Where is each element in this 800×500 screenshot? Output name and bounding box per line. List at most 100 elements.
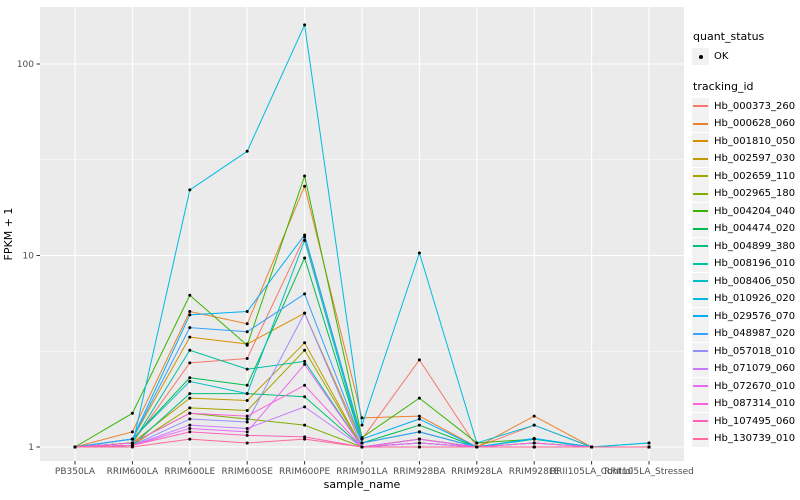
legend-item-Hb_002597_030: Hb_002597_030: [692, 150, 798, 168]
legend-item-label: Hb_004899_380: [714, 240, 796, 252]
data-point: [303, 405, 307, 409]
x-tick-label: RRIM928BA: [393, 467, 446, 477]
legend-item-label: Hb_008406_050: [714, 275, 796, 287]
x-tick-label: RRIM928LA: [451, 467, 503, 477]
data-point: [303, 174, 307, 178]
y-axis-title: FPKM + 1: [2, 208, 15, 261]
legend-item-Hb_072670_010: Hb_072670_010: [692, 377, 798, 396]
data-point: [188, 406, 192, 410]
data-point: [188, 392, 192, 396]
data-point: [245, 356, 249, 360]
legend-item-label: Hb_002965_180: [714, 188, 796, 200]
data-point: [188, 423, 192, 427]
data-point: [188, 310, 192, 313]
data-point: [188, 426, 192, 430]
legend-title-tracking-id: tracking_id: [693, 79, 754, 93]
data-point: [647, 441, 651, 445]
series-color-line-icon: [693, 192, 708, 195]
series-color-line-icon: [693, 385, 708, 388]
legend-item-label: Hb_010926_020: [714, 293, 796, 305]
legend-key-swatch: [692, 255, 709, 273]
legend-item-label: Hb_001810_050: [714, 135, 796, 147]
series-color-line-icon: [693, 280, 708, 283]
data-point: [303, 341, 307, 345]
data-point: [245, 417, 249, 421]
data-point: [303, 233, 307, 237]
legend-item-Hb_004204_040: Hb_004204_040: [692, 202, 798, 221]
data-point: [188, 379, 192, 383]
data-point: [303, 359, 307, 363]
legend-key-swatch: [692, 290, 709, 308]
series-color-line-icon: [693, 157, 708, 160]
point-marker-icon: [692, 48, 709, 66]
ok-point-glyph: [698, 54, 703, 59]
data-point: [188, 361, 192, 365]
legend-item-label: Hb_072670_010: [714, 380, 796, 392]
data-points: [73, 23, 651, 449]
data-point: [188, 293, 192, 297]
legend-key-swatch: [692, 185, 709, 203]
legend-item-label: Hb_008196_010: [714, 258, 796, 270]
data-point: [360, 441, 364, 445]
data-point: [532, 414, 536, 418]
x-tick-label: RRIM600PE: [279, 467, 331, 477]
data-point: [188, 348, 192, 352]
data-point: [303, 184, 307, 188]
data-point: [303, 256, 307, 260]
legend-item-label: Hb_029576_070: [714, 310, 796, 322]
legend-item-Hb_008196_010: Hb_008196_010: [692, 255, 798, 273]
legend-key-swatch: [692, 237, 709, 255]
data-point: [303, 238, 307, 242]
data-point: [245, 383, 249, 387]
data-point: [303, 395, 307, 399]
x-axis-title: sample_name: [324, 478, 401, 491]
data-point: [532, 445, 536, 449]
legend-title-quant-status: quant_status: [693, 30, 765, 43]
legend-item-label: Hb_048987_020: [714, 328, 796, 340]
data-point: [245, 343, 249, 347]
legend-item-ok: OK: [692, 48, 798, 66]
data-point: [245, 398, 249, 402]
data-point: [303, 383, 307, 387]
data-point: [590, 445, 594, 449]
legend-key-swatch: [692, 412, 709, 430]
data-point: [188, 376, 192, 380]
data-point: [532, 441, 536, 445]
series-color-line-icon: [693, 420, 708, 423]
series-color-line-icon: [693, 175, 708, 178]
data-point: [245, 310, 249, 313]
data-point: [303, 311, 307, 315]
series-color-line-icon: [693, 245, 708, 248]
data-point: [532, 423, 536, 427]
legend-key-swatch: [692, 360, 709, 378]
data-point: [417, 417, 421, 421]
legend-item-Hb_000628_060: Hb_000628_060: [692, 115, 798, 133]
data-point: [188, 313, 192, 317]
y-tick-label: 10: [23, 252, 35, 262]
data-point: [130, 445, 134, 449]
data-point: [245, 367, 249, 371]
legend-item-label: Hb_004474_020: [714, 223, 796, 235]
data-point: [475, 445, 479, 449]
legend-key-swatch: [692, 307, 709, 325]
legend-key-swatch: [692, 325, 709, 343]
data-point: [245, 433, 249, 437]
legend-item-label: Hb_057018_010: [714, 345, 796, 357]
data-point: [360, 423, 364, 427]
legend-key-swatch: [692, 115, 709, 133]
legend-item-Hb_004474_020: Hb_004474_020: [692, 220, 798, 238]
data-point: [303, 292, 307, 296]
data-point: [245, 149, 249, 153]
series-color-line-icon: [693, 402, 708, 405]
legend-item-label: Hb_107495_060: [714, 415, 796, 427]
data-point: [417, 441, 421, 445]
legend-item-Hb_057018_010: Hb_057018_010: [692, 342, 798, 361]
data-point: [417, 251, 421, 255]
data-point: [417, 445, 421, 449]
legend-item-Hb_008406_050: Hb_008406_050: [692, 272, 798, 291]
series-color-line-icon: [693, 122, 708, 125]
x-tick-label: RRII105LA_Stressed: [604, 467, 694, 477]
data-point: [647, 445, 651, 449]
x-tick-label: PB350LA: [55, 467, 96, 477]
legend-item-Hb_087314_010: Hb_087314_010: [692, 395, 798, 413]
